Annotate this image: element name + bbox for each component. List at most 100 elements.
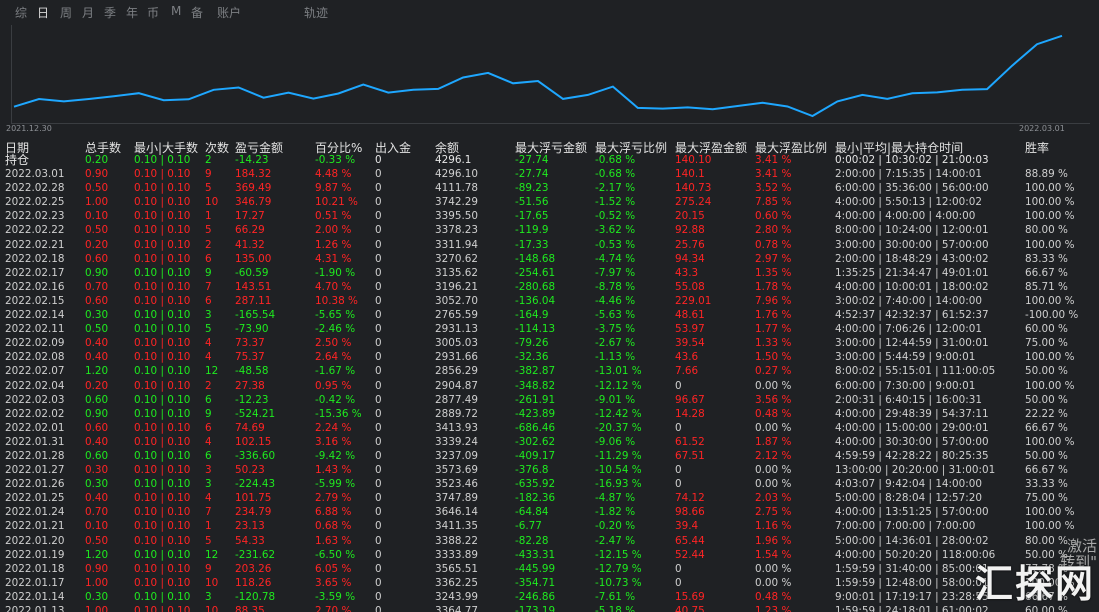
table-row[interactable]: 2022.02.07 1.20 0.10 | 0.10 12 -48.58 -1.67 %…: [0, 364, 1099, 378]
table-row[interactable]: 2022.01.13 1.00 0.10 | 0.10 10 88.35 2.70 % 0 3…: [0, 604, 1099, 612]
tab-4[interactable]: 季: [104, 6, 117, 20]
holding-time: 0:00:02 | 10:30:02 | 21:00:03: [835, 154, 989, 166]
cell-fl: -27.74: [515, 168, 549, 181]
cell-fl: -445.99: [515, 562, 556, 575]
cell-pct: -6.50 %: [315, 548, 356, 561]
table-row[interactable]: 2022.01.17 1.00 0.10 | 0.10 10 118.26 3.65 % 0…: [0, 576, 1099, 590]
cell-win: 60.00 %: [1025, 323, 1068, 336]
cell-flp: -1.52 %: [595, 196, 636, 209]
cell-pct: 3.65 %: [315, 576, 352, 589]
cell-pct: -0.42 %: [315, 393, 356, 406]
cell-fp: 74.12: [675, 492, 705, 505]
cell-win: 100.00 %: [1025, 506, 1075, 519]
table-row[interactable]: 2022.02.11 0.50 0.10 | 0.10 5 -73.90 -2.46 % 0…: [0, 322, 1099, 336]
table-row[interactable]: 2022.02.08 0.40 0.10 | 0.10 4 75.37 2.64 % 0 29…: [0, 350, 1099, 364]
table-row[interactable]: 2022.01.14 0.30 0.10 | 0.10 3 -120.78 -3.59 %…: [0, 590, 1099, 604]
cell-date: 2022.02.04: [5, 379, 65, 392]
cell-bal: 3747.89: [435, 492, 478, 505]
col-header-pct[interactable]: 百分比%: [315, 141, 363, 155]
cell-time: 3:00:02 | 7:40:00 | 14:00:00: [835, 294, 982, 307]
table-row[interactable]: 2022.01.19 1.20 0.10 | 0.10 12 -231.62 -6.50 …: [0, 548, 1099, 562]
col-header-pl[interactable]: 盈亏金额: [235, 141, 284, 155]
col-header-bal[interactable]: 余额: [435, 141, 460, 155]
col-header-fpp[interactable]: 最大浮盈比例: [755, 141, 828, 155]
tab-3[interactable]: 月: [82, 6, 95, 20]
cell-flp: -3.62 %: [595, 224, 636, 237]
cell-time: 3:00:00 | 30:00:00 | 57:00:00: [835, 238, 989, 251]
tab-6[interactable]: 币: [147, 6, 160, 20]
table-row[interactable]: 2022.02.09 0.40 0.10 | 0.10 4 73.37 2.50 % 0 30…: [0, 336, 1099, 350]
balance-line: [13, 34, 1063, 118]
table-row[interactable]: 2022.01.25 0.40 0.10 | 0.10 4 101.75 2.79 % 0 3…: [0, 491, 1099, 505]
table-row[interactable]: 2022.02.28 0.50 0.10 | 0.10 5 369.49 9.87 % 0 4…: [0, 181, 1099, 195]
table-row[interactable]: 2022.01.21 0.10 0.10 | 0.10 1 23.13 0.68 % 0 34…: [0, 519, 1099, 533]
tab-0[interactable]: 综: [15, 6, 28, 20]
table-row[interactable]: 2022.02.18 0.60 0.10 | 0.10 6 135.00 4.31 % 0 3…: [0, 252, 1099, 266]
cell-fpp: 1.87 %: [755, 435, 792, 448]
col-header-fl[interactable]: 最大浮亏金额: [515, 141, 588, 155]
cell-pct: 10.21 %: [315, 196, 358, 209]
cell-date: 2022.02.07: [5, 365, 65, 378]
table-row[interactable]: 2022.01.18 0.90 0.10 | 0.10 9 203.26 6.05 % 0 3…: [0, 562, 1099, 576]
cell-pct: 2.24 %: [315, 421, 352, 434]
cell-io: 0: [375, 224, 382, 237]
cell-io: 0: [375, 309, 382, 322]
table-row[interactable]: 2022.01.28 0.60 0.10 | 0.10 6 -336.60 -9.42 %…: [0, 449, 1099, 463]
col-header-io[interactable]: 出入金: [375, 141, 412, 155]
cell-bal: 4296.10: [435, 168, 478, 181]
table-row[interactable]: 2022.01.20 0.50 0.10 | 0.10 5 54.33 1.63 % 0 33…: [0, 534, 1099, 548]
cell-pl: 184.32: [235, 168, 272, 181]
col-header-fp[interactable]: 最大浮盈金额: [675, 141, 748, 155]
table-row[interactable]: 2022.02.23 0.10 0.10 | 0.10 1 17.27 0.51 % 0 33…: [0, 209, 1099, 223]
table-row[interactable]: 2022.02.03 0.60 0.10 | 0.10 6 -12.23 -0.42 % 0…: [0, 393, 1099, 407]
cell-pct: -1.67 %: [315, 365, 356, 378]
col-header-minmax[interactable]: 最小|大手数: [134, 141, 199, 155]
cell-count: 3: [205, 478, 212, 491]
cell-io: 0: [375, 365, 382, 378]
cell-io: 0: [375, 520, 382, 533]
table-row[interactable]: 2022.03.01 0.90 0.10 | 0.10 9 184.32 4.48 % 0 4…: [0, 167, 1099, 181]
cell-lots: 1.20: [85, 365, 109, 378]
table-row[interactable]: 2022.02.21 0.20 0.10 | 0.10 2 41.32 1.26 % 0 33…: [0, 238, 1099, 252]
table-row[interactable]: 2022.02.22 0.50 0.10 | 0.10 5 66.29 2.00 % 0 33…: [0, 223, 1099, 237]
table-row[interactable]: 2022.02.02 0.90 0.10 | 0.10 9 -524.21 -15.36 …: [0, 407, 1099, 421]
table-row[interactable]: 2022.01.27 0.30 0.10 | 0.10 3 50.23 1.43 % 0 35…: [0, 463, 1099, 477]
cell-fp: 275.24: [675, 196, 712, 209]
tab-5[interactable]: 年: [126, 6, 139, 20]
cell-pl: 135.00: [235, 252, 272, 265]
cell-flp: -10.73 %: [595, 576, 642, 589]
tab-10[interactable]: 轨迹: [304, 6, 329, 20]
col-header-time[interactable]: 最小|平均|最大持仓时间: [835, 141, 964, 155]
table-row[interactable]: 2022.01.26 0.30 0.10 | 0.10 3 -224.43 -5.99 %…: [0, 477, 1099, 491]
cell-fp: 39.4: [675, 520, 699, 533]
cell-time: 5:00:00 | 14:36:01 | 28:00:02: [835, 534, 989, 547]
cell-pl: -48.58: [235, 365, 269, 378]
cell-pct: 3.16 %: [315, 435, 352, 448]
col-header-win[interactable]: 胜率: [1025, 141, 1050, 155]
table-row[interactable]: 2022.01.24 0.70 0.10 | 0.10 7 234.79 6.88 % 0 3…: [0, 505, 1099, 519]
tab-7[interactable]: M: [171, 4, 182, 18]
tab-9[interactable]: 账户: [217, 6, 242, 20]
cell-win: -100.00 %: [1025, 309, 1079, 322]
cell-pct: 9.87 %: [315, 182, 352, 195]
col-header-flp[interactable]: 最大浮亏比例: [595, 141, 668, 155]
tab-2[interactable]: 周: [60, 6, 73, 20]
table-row[interactable]: 2022.02.16 0.70 0.10 | 0.10 7 143.51 4.70 % 0 3…: [0, 280, 1099, 294]
table-row[interactable]: 2022.02.14 0.30 0.10 | 0.10 3 -165.54 -5.65 %…: [0, 308, 1099, 322]
table-row[interactable]: 2022.02.04 0.20 0.10 | 0.10 2 27.38 0.95 % 0 29…: [0, 379, 1099, 393]
table-row[interactable]: 2022.02.15 0.60 0.10 | 0.10 6 287.11 10.38 % 0…: [0, 294, 1099, 308]
holding-row[interactable]: 持仓 0.20 0.10 | 0.10 2 -14.23 -0.33 % 0 4296.1 -2…: [0, 153, 1099, 167]
col-header-date[interactable]: 日期: [5, 141, 30, 155]
cell-fl: -280.68: [515, 280, 556, 293]
col-header-lots[interactable]: 总手数: [85, 141, 122, 155]
cell-count: 4: [205, 337, 212, 350]
tab-1[interactable]: 日: [37, 6, 50, 20]
col-header-count[interactable]: 次数: [205, 141, 230, 155]
table-row[interactable]: 2022.02.17 0.90 0.10 | 0.10 9 -60.59 -1.90 % 0…: [0, 266, 1099, 280]
table-row[interactable]: 2022.02.25 1.00 0.10 | 0.10 10 346.79 10.21 %…: [0, 195, 1099, 209]
table-row[interactable]: 2022.01.31 0.40 0.10 | 0.10 4 102.15 3.16 % 0 3…: [0, 435, 1099, 449]
cell-pct: -15.36 %: [315, 407, 362, 420]
cell-io: 0: [375, 576, 382, 589]
table-row[interactable]: 2022.02.01 0.60 0.10 | 0.10 6 74.69 2.24 % 0 34…: [0, 421, 1099, 435]
tab-8[interactable]: 备: [191, 6, 204, 20]
